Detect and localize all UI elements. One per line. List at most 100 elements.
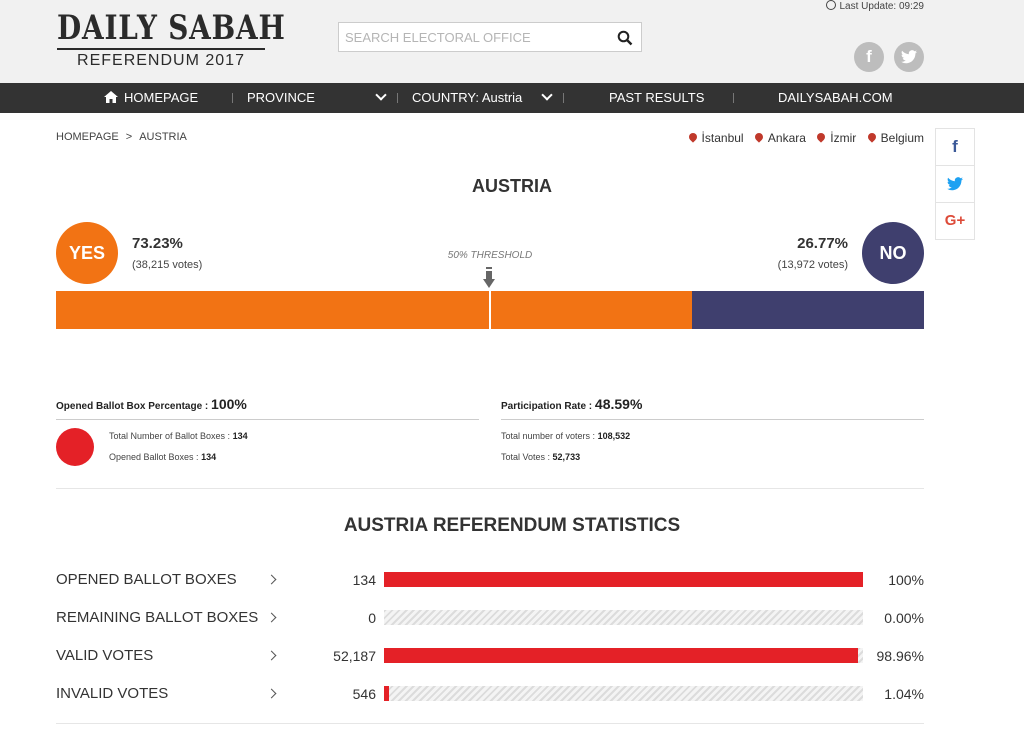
statistics-title: AUSTRIA REFERENDUM STATISTICS	[343, 515, 681, 536]
chevron-right-icon[interactable]	[266, 688, 277, 699]
stat-bar-fill	[384, 572, 863, 587]
nav-homepage-label: HOMEPAGE	[124, 90, 199, 105]
divider	[56, 419, 479, 420]
result-bar	[56, 291, 924, 329]
total-voters: Total number of voters : 108,532	[501, 431, 630, 441]
stat-value: 134	[352, 572, 376, 588]
nav-dailysabah[interactable]: DAILYSABAH.COM	[778, 83, 893, 113]
nav-province-label: PROVINCE	[247, 90, 315, 105]
breadcrumb: HOMEPAGE > AUSTRIA	[56, 131, 187, 143]
total-votes-value: 52,733	[552, 452, 581, 462]
opened-ballot-boxes-label: Opened Ballot Boxes :	[109, 452, 199, 462]
location-pin-icon	[815, 131, 827, 143]
city-link[interactable]: Belgium	[865, 131, 924, 145]
chevron-right-icon[interactable]	[266, 574, 277, 585]
opened-ballot-boxes: Opened Ballot Boxes : 134	[109, 452, 216, 462]
main-nav: HOMEPAGE PROVINCE COUNTRY: Austria PAST …	[0, 83, 1024, 113]
city-link[interactable]: İzmir	[815, 131, 857, 145]
chevron-right-icon: >	[125, 131, 133, 143]
threshold-label: 50% THRESHOLD	[447, 250, 533, 261]
last-update: Last Update: 09:29	[826, 0, 924, 12]
ballot-box-percentage-value: 100%	[211, 396, 247, 412]
breadcrumb-home[interactable]: HOMEPAGE	[56, 131, 119, 143]
total-voters-value: 108,532	[597, 431, 631, 441]
home-icon	[104, 91, 118, 103]
nav-country[interactable]: COUNTRY: Austria	[412, 83, 522, 113]
participation-rate-value: 48.59%	[594, 396, 643, 412]
location-pin-icon	[753, 131, 765, 143]
nav-dailysabah-label: DAILYSABAH.COM	[778, 90, 893, 105]
section-divider	[56, 488, 924, 489]
nav-divider	[733, 93, 734, 103]
clock-icon	[826, 0, 837, 10]
threshold-marker	[489, 291, 491, 329]
yes-bar-fill	[56, 291, 692, 329]
chevron-right-icon[interactable]	[266, 612, 277, 623]
stat-label: REMAINING BALLOT BOXES	[56, 609, 259, 626]
stat-value: 52,187	[333, 648, 376, 664]
stat-bar-fill	[384, 648, 859, 663]
nav-past-results[interactable]: PAST RESULTS	[609, 83, 704, 113]
threshold-arrow-icon	[483, 267, 495, 288]
nav-past-results-label: PAST RESULTS	[609, 90, 705, 105]
total-ballot-boxes-label: Total Number of Ballot Boxes :	[109, 431, 231, 441]
facebook-icon[interactable]: f	[936, 129, 974, 166]
facebook-icon[interactable]: f	[854, 42, 884, 72]
nav-divider	[563, 93, 564, 103]
stat-bar	[384, 610, 863, 625]
page-title: AUSTRIA	[472, 176, 552, 196]
ballot-box-percentage: Opened Ballot Box Percentage : 100%	[56, 396, 247, 412]
share-sidebar: f G+	[935, 128, 975, 240]
opened-ballot-boxes-value: 134	[201, 452, 217, 462]
city-label: İstanbul	[701, 131, 744, 145]
location-pin-icon	[865, 131, 878, 143]
participation-rate: Participation Rate : 48.59%	[501, 396, 642, 412]
ballot-box-percentage-label: Opened Ballot Box Percentage :	[56, 401, 209, 412]
stat-percentage: 0.00%	[884, 610, 924, 626]
search-box	[338, 22, 642, 52]
logo-divider	[57, 48, 265, 50]
header: DAILY SABAH REFERENDUM 2017 Last Update:…	[0, 0, 1024, 83]
stat-value: 546	[352, 686, 376, 702]
nav-divider	[397, 93, 398, 103]
last-update-text: Last Update: 09:29	[839, 1, 924, 12]
chevron-right-icon[interactable]	[266, 650, 277, 661]
google-plus-icon[interactable]: G+	[944, 212, 966, 229]
total-ballot-boxes: Total Number of Ballot Boxes : 134	[109, 431, 248, 441]
total-votes-label: Total Votes :	[501, 452, 551, 462]
chevron-down-icon[interactable]	[375, 83, 387, 113]
stat-value: 0	[368, 610, 376, 626]
stat-bar	[384, 572, 863, 587]
nav-province[interactable]: PROVINCE	[247, 83, 315, 113]
no-votes: (13,972 votes)	[777, 259, 848, 271]
participation-rate-label: Participation Rate :	[501, 401, 593, 412]
stat-bar-fill	[384, 686, 389, 701]
stat-label: OPENED BALLOT BOXES	[56, 571, 237, 588]
chevron-down-icon[interactable]	[541, 83, 553, 113]
twitter-icon[interactable]	[936, 166, 974, 203]
nav-country-label: COUNTRY: Austria	[412, 90, 523, 105]
total-votes: Total Votes : 52,733	[501, 452, 580, 462]
stat-percentage: 1.04%	[884, 686, 924, 702]
stat-label: INVALID VOTES	[56, 685, 169, 702]
city-links: İstanbul Ankara İzmir Belgium	[681, 131, 924, 145]
city-label: Belgium	[880, 131, 924, 145]
city-link[interactable]: Ankara	[753, 131, 806, 145]
stat-bar	[384, 686, 863, 701]
divider	[501, 419, 924, 420]
total-ballot-boxes-value: 134	[232, 431, 248, 441]
search-icon[interactable]	[617, 30, 633, 46]
logo[interactable]: DAILY SABAH	[57, 8, 286, 48]
search-input[interactable]	[339, 23, 611, 51]
stat-percentage: 98.96%	[876, 648, 924, 664]
city-link[interactable]: İstanbul	[686, 131, 744, 145]
total-voters-label: Total number of voters :	[501, 431, 596, 441]
yes-votes: (38,215 votes)	[132, 259, 203, 271]
section-divider	[56, 723, 924, 724]
no-percentage: 26.77%	[797, 235, 848, 252]
city-label: İzmir	[830, 131, 857, 145]
twitter-icon[interactable]	[894, 42, 924, 72]
no-badge: NO	[862, 222, 924, 284]
nav-homepage[interactable]: HOMEPAGE	[104, 83, 198, 113]
location-pin-icon	[686, 131, 699, 143]
